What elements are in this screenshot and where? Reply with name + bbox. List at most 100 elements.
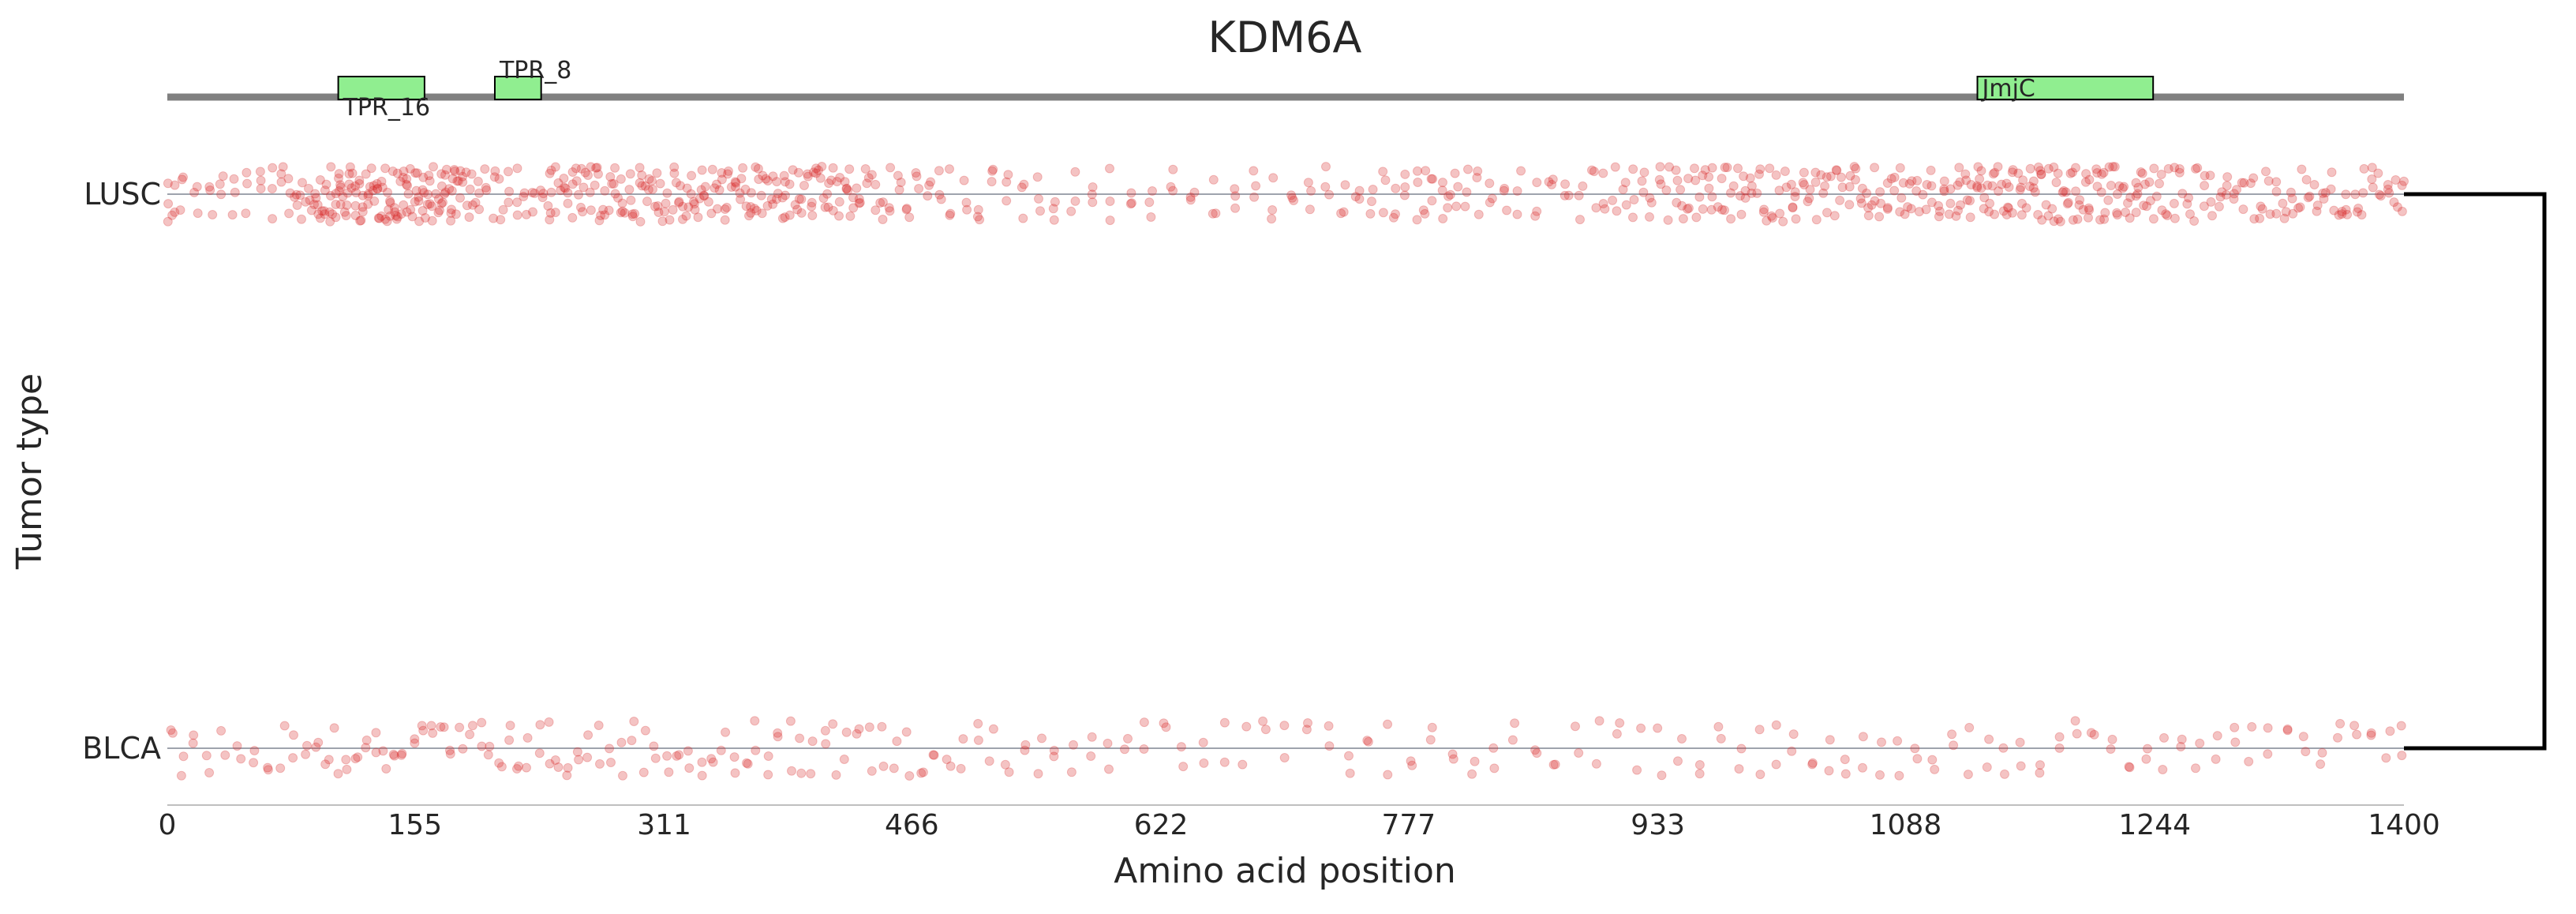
mutation-point xyxy=(793,167,803,178)
mutation-point xyxy=(425,199,435,209)
mutation-point xyxy=(699,191,710,201)
mutation-point xyxy=(1589,167,1599,177)
mutation-point xyxy=(2051,178,2061,188)
mutation-point xyxy=(292,200,302,210)
mutation-point xyxy=(1258,716,1268,726)
mutation-point xyxy=(470,197,481,208)
mutation-point xyxy=(1321,162,1331,172)
mutation-point xyxy=(1745,173,1755,183)
mutation-point xyxy=(1759,204,1769,215)
mutation-point xyxy=(2320,188,2331,198)
mutation-point xyxy=(945,208,956,219)
mutation-point xyxy=(1020,745,1030,755)
mutation-point xyxy=(289,730,298,740)
mutation-point xyxy=(263,765,273,775)
mutation-point xyxy=(2043,211,2054,221)
mutation-point xyxy=(2131,178,2141,188)
mutation-point xyxy=(2177,734,2187,744)
mutation-point xyxy=(2293,203,2304,213)
mutation-point xyxy=(1406,756,1416,766)
mutation-point xyxy=(1628,212,1638,223)
mutation-point xyxy=(852,183,862,193)
mutation-point xyxy=(519,192,529,201)
mutation-point xyxy=(1127,198,1136,208)
mutation-point xyxy=(2286,187,2296,197)
mutation-point xyxy=(2062,199,2072,209)
mutation-point xyxy=(707,164,717,174)
mutation-point xyxy=(2191,763,2200,774)
mutation-point xyxy=(1066,767,1076,777)
mutation-point xyxy=(310,189,320,199)
mutation-point xyxy=(2353,204,2364,213)
mutation-point xyxy=(807,201,817,212)
mutation-point xyxy=(504,197,514,208)
mutation-point xyxy=(405,163,415,174)
mutation-point xyxy=(2016,761,2026,771)
mutation-point xyxy=(1654,174,1664,185)
mutation-point xyxy=(2222,181,2232,191)
mutation-point xyxy=(309,200,319,209)
mutation-point xyxy=(216,725,227,736)
mutation-point xyxy=(1249,166,1259,176)
mutation-point xyxy=(2244,756,2254,766)
mutation-point xyxy=(1713,202,1723,212)
mutation-point xyxy=(1003,170,1013,180)
mutation-point xyxy=(1722,163,1732,173)
mutation-point xyxy=(2256,201,2266,212)
mutation-point xyxy=(741,201,751,212)
mutation-point xyxy=(1791,214,1801,224)
mutation-point xyxy=(2035,768,2045,778)
mutation-point xyxy=(740,184,751,194)
mutation-point xyxy=(604,205,614,215)
mutation-point xyxy=(535,720,545,730)
mutation-point xyxy=(2170,213,2180,223)
mutation-point xyxy=(698,190,709,200)
mutation-point xyxy=(1610,162,1620,172)
mutation-point xyxy=(2065,168,2076,178)
mutation-point xyxy=(610,163,620,173)
mutation-point xyxy=(1438,178,1447,188)
mutation-point xyxy=(1578,181,1588,191)
mutation-point xyxy=(1787,746,1797,756)
mutation-point xyxy=(1910,744,1920,754)
mutation-point xyxy=(550,755,560,765)
mutation-point xyxy=(378,746,388,756)
mutation-point xyxy=(600,185,610,196)
mutation-point xyxy=(811,163,821,174)
mutation-point xyxy=(2072,729,2082,739)
mutation-point xyxy=(669,168,680,178)
mutation-point xyxy=(1500,183,1510,193)
mutation-point xyxy=(1049,751,1059,762)
mutation-point xyxy=(425,176,435,186)
mutation-point xyxy=(593,721,604,730)
mutation-point xyxy=(1961,175,1971,185)
mutation-point xyxy=(1378,167,1388,177)
mutation-point xyxy=(710,183,720,193)
mutation-point xyxy=(396,209,406,219)
mutation-point xyxy=(311,742,321,752)
mutation-point xyxy=(878,761,889,771)
mutation-point xyxy=(1965,196,1975,206)
mutation-point xyxy=(988,164,998,174)
mutation-point xyxy=(1070,167,1080,177)
mutation-point xyxy=(230,187,240,197)
mutation-point xyxy=(536,185,545,196)
mutation-point xyxy=(255,167,265,177)
mutation-point xyxy=(751,205,762,215)
mutation-point xyxy=(363,190,373,200)
mutation-point xyxy=(626,195,636,205)
mutation-point xyxy=(2249,214,2260,224)
mutation-point xyxy=(1632,765,1642,775)
mutation-point xyxy=(1621,200,1631,210)
mutation-point xyxy=(1048,204,1058,214)
x-tick-label: 622 xyxy=(1134,809,1189,841)
mutation-point xyxy=(1447,749,1458,759)
mutation-point xyxy=(519,188,530,198)
mutation-point xyxy=(380,214,391,224)
mutation-point xyxy=(458,171,468,182)
mutation-point xyxy=(350,200,361,211)
mutation-point xyxy=(928,750,938,760)
mutation-point xyxy=(867,170,877,180)
mutation-point xyxy=(483,750,493,760)
mutation-point xyxy=(878,215,888,224)
